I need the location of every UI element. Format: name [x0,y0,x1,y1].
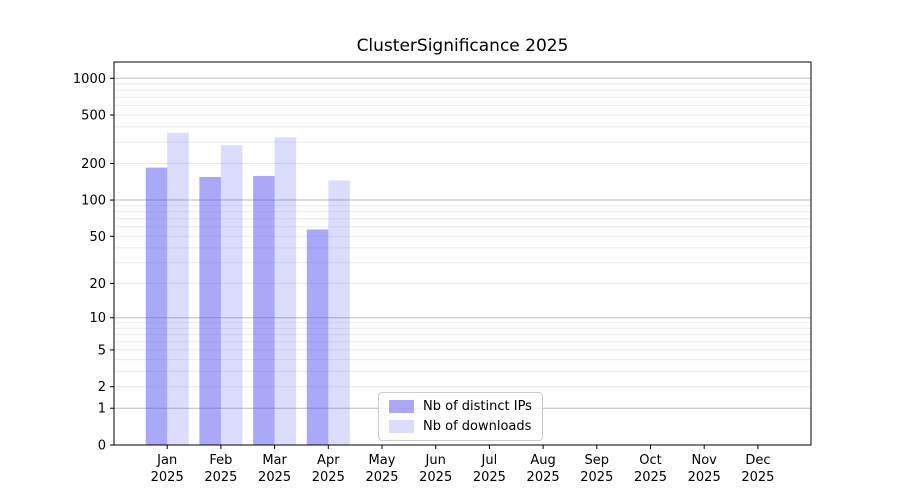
bar-distinct-ips-feb [199,176,221,445]
legend-item-distinct-ips: Nb of distinct IPs [389,399,532,414]
x-tick-label-year: 2025 [527,470,560,485]
x-tick-label-year: 2025 [419,470,452,485]
y-tick-label: 20 [89,277,106,292]
x-tick-label-month: Nov [692,453,718,468]
x-tick-label-year: 2025 [741,470,774,485]
y-tick-label: 0 [98,439,106,454]
legend-label-distinct-ips: Nb of distinct IPs [423,399,532,414]
x-tick-label-year: 2025 [258,470,291,485]
y-tick-label: 10 [89,311,106,326]
bar-downloads-apr [328,180,350,445]
x-tick-label-month: Jul [481,453,498,468]
x-tick-label-year: 2025 [204,470,237,485]
x-tick-label-month: May [369,453,396,468]
x-tick-label-month: Apr [317,453,340,468]
x-tick-label-month: Aug [530,453,555,468]
axes-spines [113,61,812,446]
chart-title: ClusterSignificance 2025 [356,36,569,56]
x-tick-label-year: 2025 [312,470,345,485]
x-tick-label-year: 2025 [365,470,398,485]
y-tick-label: 100 [81,194,106,209]
y-tick-label: 2 [98,380,106,395]
x-tick-label-month: Jan [156,453,177,468]
bar-downloads-feb [220,145,243,445]
x-tick-label-year: 2025 [151,470,184,485]
y-tick-label: 500 [81,109,106,124]
legend-swatch-downloads [389,420,414,433]
legend-swatch-distinct-ips [389,400,414,413]
y-tick-label: 200 [81,157,106,172]
y-tick-label: 5 [98,343,106,358]
bar-distinct-ips-jan [145,167,168,445]
legend: Nb of distinct IPs Nb of downloads [378,392,543,441]
x-tick-label-year: 2025 [473,470,506,485]
x-tick-label-year: 2025 [688,470,721,485]
bar-distinct-ips-mar [253,175,275,445]
x-tick-label-month: Dec [745,453,770,468]
x-tick-label-month: Feb [209,453,232,468]
bar-distinct-ips-apr [306,229,329,445]
x-tick-label-month: Jun [425,453,446,468]
y-tick-label: 1 [98,402,106,417]
legend-item-downloads: Nb of downloads [389,419,532,434]
y-tick-label: 50 [89,230,106,245]
x-tick-label-month: Mar [262,453,287,468]
x-tick-label-month: Oct [639,453,661,468]
legend-label-downloads: Nb of downloads [423,419,532,434]
x-tick-label-month: Sep [585,453,610,468]
bar-downloads-jan [167,132,189,445]
y-tick-label: 1000 [73,72,106,87]
x-tick-label-year: 2025 [634,470,667,485]
bar-downloads-mar [274,137,297,446]
x-tick-label-year: 2025 [580,470,613,485]
